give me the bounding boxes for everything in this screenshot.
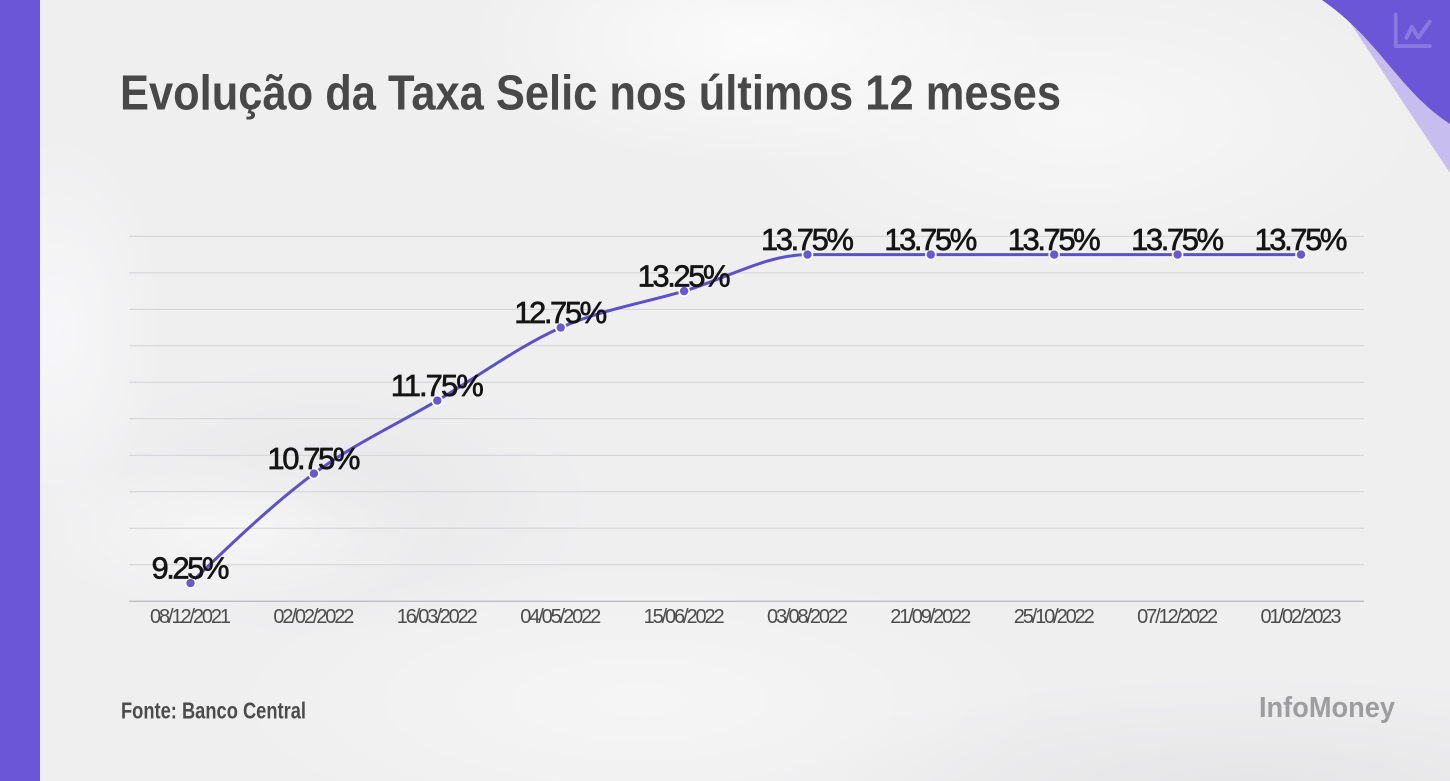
- svg-text:13.75%: 13.75%: [761, 222, 854, 257]
- svg-text:08/12/2021: 08/12/2021: [150, 606, 231, 628]
- svg-text:9.25%: 9.25%: [152, 551, 230, 586]
- svg-text:10.75%: 10.75%: [267, 441, 360, 476]
- svg-text:Fonte: Banco Central: Fonte: Banco Central: [121, 698, 306, 724]
- svg-text:01/02/2023: 01/02/2023: [1261, 606, 1342, 628]
- svg-text:13.75%: 13.75%: [884, 222, 977, 257]
- svg-text:13.75%: 13.75%: [1008, 222, 1101, 257]
- svg-text:13.75%: 13.75%: [1131, 222, 1224, 257]
- svg-text:12.75%: 12.75%: [514, 295, 607, 330]
- svg-text:15/06/2022: 15/06/2022: [644, 606, 725, 628]
- svg-text:13.25%: 13.25%: [638, 259, 731, 294]
- svg-text:25/10/2022: 25/10/2022: [1014, 606, 1095, 628]
- svg-text:13.75%: 13.75%: [1255, 222, 1348, 257]
- svg-text:21/09/2022: 21/09/2022: [890, 606, 971, 628]
- svg-text:07/12/2022: 07/12/2022: [1137, 606, 1218, 628]
- svg-text:03/08/2022: 03/08/2022: [767, 606, 848, 628]
- svg-text:11.75%: 11.75%: [391, 368, 484, 403]
- svg-text:02/02/2022: 02/02/2022: [273, 606, 354, 628]
- svg-text:04/05/2022: 04/05/2022: [520, 606, 601, 628]
- svg-text:Evolução da Taxa Selic nos últ: Evolução da Taxa Selic nos últimos 12 me…: [120, 67, 1061, 121]
- svg-text:InfoMoney: InfoMoney: [1259, 692, 1395, 724]
- svg-text:16/03/2022: 16/03/2022: [397, 606, 478, 628]
